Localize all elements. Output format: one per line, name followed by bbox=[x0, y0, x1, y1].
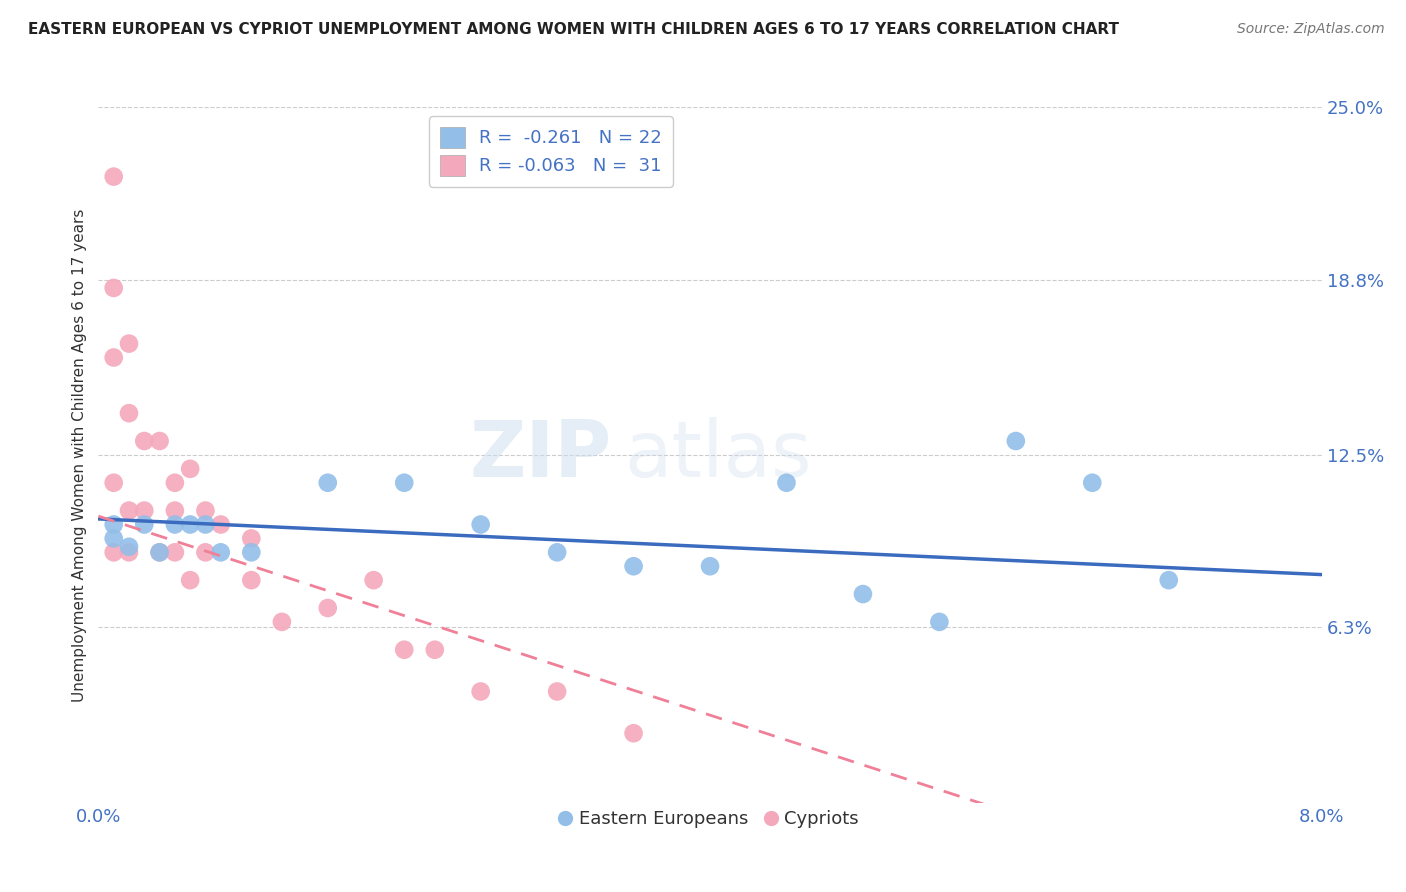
Point bbox=[103, 517, 125, 532]
Point bbox=[392, 475, 416, 490]
Point bbox=[240, 532, 263, 546]
Point bbox=[928, 615, 950, 629]
Y-axis label: Unemployment Among Women with Children Ages 6 to 17 years: Unemployment Among Women with Children A… bbox=[72, 208, 87, 702]
Point bbox=[316, 475, 339, 490]
Point bbox=[103, 545, 125, 559]
Point bbox=[363, 573, 385, 587]
Point bbox=[240, 573, 263, 587]
Text: atlas: atlas bbox=[624, 417, 811, 493]
Point bbox=[118, 545, 141, 559]
Point bbox=[103, 351, 125, 365]
Point bbox=[149, 545, 172, 559]
Point bbox=[163, 517, 186, 532]
Point bbox=[134, 434, 156, 448]
Point bbox=[179, 462, 201, 476]
Point bbox=[240, 545, 263, 559]
Point bbox=[118, 336, 141, 351]
Point bbox=[392, 642, 416, 657]
Point bbox=[194, 545, 217, 559]
Point bbox=[134, 503, 156, 517]
Point bbox=[163, 545, 186, 559]
Point bbox=[149, 545, 172, 559]
Legend: Eastern Europeans, Cypriots: Eastern Europeans, Cypriots bbox=[554, 803, 866, 836]
Text: EASTERN EUROPEAN VS CYPRIOT UNEMPLOYMENT AMONG WOMEN WITH CHILDREN AGES 6 TO 17 : EASTERN EUROPEAN VS CYPRIOT UNEMPLOYMENT… bbox=[28, 22, 1119, 37]
Point bbox=[103, 169, 125, 184]
Point bbox=[623, 726, 645, 740]
Text: Source: ZipAtlas.com: Source: ZipAtlas.com bbox=[1237, 22, 1385, 37]
Point bbox=[209, 545, 232, 559]
Point bbox=[103, 281, 125, 295]
Point bbox=[470, 517, 492, 532]
Point bbox=[209, 517, 232, 532]
Text: ZIP: ZIP bbox=[470, 417, 612, 493]
Point bbox=[623, 559, 645, 574]
Point bbox=[194, 517, 217, 532]
Point bbox=[194, 503, 217, 517]
Point bbox=[316, 601, 339, 615]
Point bbox=[149, 434, 172, 448]
Point bbox=[179, 517, 201, 532]
Point bbox=[470, 684, 492, 698]
Point bbox=[118, 406, 141, 420]
Point bbox=[546, 545, 568, 559]
Point bbox=[775, 475, 797, 490]
Point bbox=[118, 503, 141, 517]
Point bbox=[270, 615, 294, 629]
Point bbox=[699, 559, 721, 574]
Point bbox=[103, 475, 125, 490]
Point bbox=[163, 475, 186, 490]
Point bbox=[134, 517, 156, 532]
Point bbox=[1081, 475, 1104, 490]
Point bbox=[852, 587, 875, 601]
Point bbox=[163, 503, 186, 517]
Point bbox=[546, 684, 568, 698]
Point bbox=[423, 642, 446, 657]
Point bbox=[1157, 573, 1180, 587]
Point bbox=[179, 573, 201, 587]
Point bbox=[103, 532, 125, 546]
Point bbox=[1004, 434, 1026, 448]
Point bbox=[118, 540, 141, 554]
